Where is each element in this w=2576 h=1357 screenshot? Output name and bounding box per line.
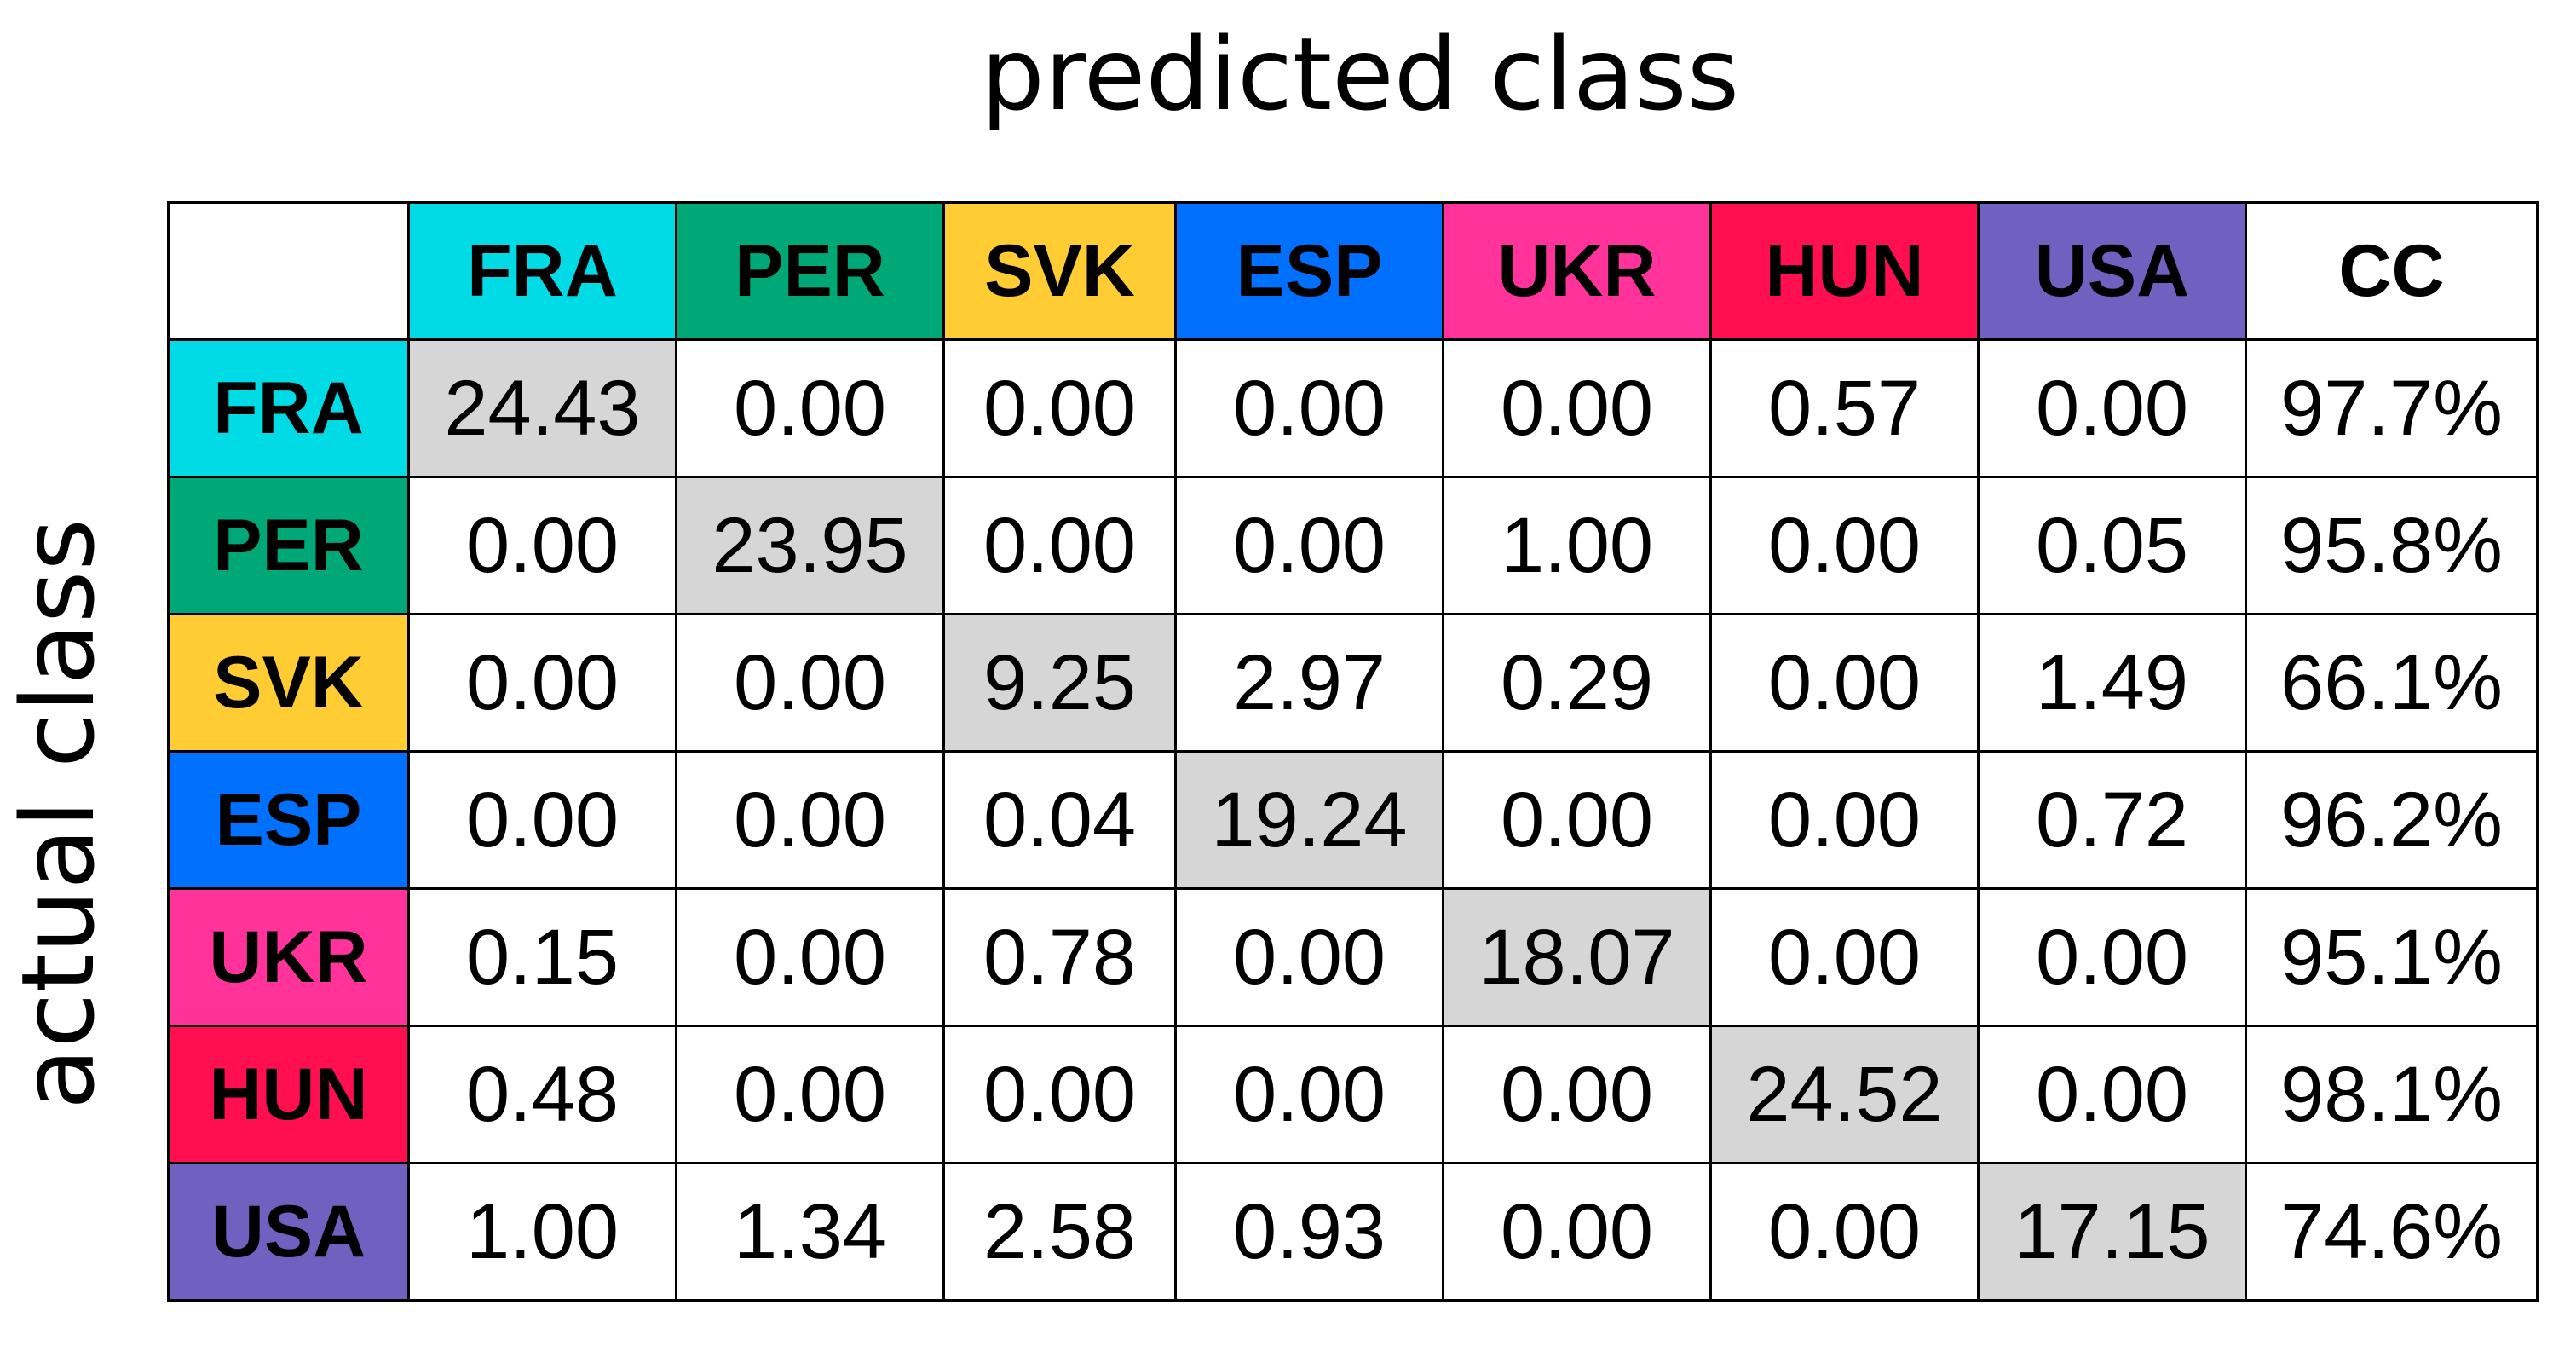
matrix-cell-fra-per: 0.00 xyxy=(675,338,945,478)
matrix-cell-per-svk: 0.00 xyxy=(942,476,1177,615)
matrix-cell-usa-usa: 17.15 xyxy=(1977,1162,2247,1302)
row-header-svk: SVK xyxy=(167,613,410,753)
cc-cell-hun: 98.1% xyxy=(2245,1025,2539,1164)
matrix-cell-hun-ukr: 0.00 xyxy=(1442,1025,1712,1164)
cc-cell-fra: 97.7% xyxy=(2245,338,2539,478)
matrix-cell-fra-usa: 0.00 xyxy=(1977,338,2247,478)
matrix-body: FRA PER SVK ESP UKR HUN USA CC FRA 24.43 0.00 0.00 0… xyxy=(167,201,2539,1302)
matrix-cell-per-esp: 0.00 xyxy=(1174,476,1444,615)
matrix-cell-ukr-usa: 0.00 xyxy=(1977,887,2247,1027)
matrix-cell-usa-ukr: 0.00 xyxy=(1442,1162,1712,1302)
column-header-usa: USA xyxy=(1977,201,2247,341)
matrix-cell-esp-per: 0.00 xyxy=(675,750,945,890)
matrix-cell-usa-per: 1.34 xyxy=(675,1162,945,1302)
matrix-cell-per-ukr: 1.00 xyxy=(1442,476,1712,615)
matrix-cell-usa-esp: 0.93 xyxy=(1174,1162,1444,1302)
matrix-cell-per-usa: 0.05 xyxy=(1977,476,2247,615)
matrix-cell-fra-ukr: 0.00 xyxy=(1442,338,1712,478)
matrix-cell-svk-fra: 0.00 xyxy=(407,613,677,753)
matrix-cell-fra-hun: 0.57 xyxy=(1709,338,1980,478)
column-header-cc: CC xyxy=(2245,201,2539,341)
matrix-cell-per-per: 23.95 xyxy=(675,476,945,615)
matrix-cell-esp-svk: 0.04 xyxy=(942,750,1177,890)
matrix-cell-esp-usa: 0.72 xyxy=(1977,750,2247,890)
matrix-cell-usa-fra: 1.00 xyxy=(407,1162,677,1302)
matrix-cell-svk-hun: 0.00 xyxy=(1709,613,1980,753)
table-row: UKR 0.15 0.00 0.78 0.00 18.07 0.00 0.00 95.1% xyxy=(167,887,2539,1027)
matrix-cell-ukr-esp: 0.00 xyxy=(1174,887,1444,1027)
cc-cell-per: 95.8% xyxy=(2245,476,2539,615)
matrix-cell-svk-svk: 9.25 xyxy=(942,613,1177,753)
column-header-svk: SVK xyxy=(942,201,1177,341)
matrix-cell-hun-per: 0.00 xyxy=(675,1025,945,1164)
matrix-cell-hun-esp: 0.00 xyxy=(1174,1025,1444,1164)
matrix-cell-hun-usa: 0.00 xyxy=(1977,1025,2247,1164)
matrix-cell-esp-hun: 0.00 xyxy=(1709,750,1980,890)
row-header-fra: FRA xyxy=(167,338,410,478)
matrix-cell-svk-per: 0.00 xyxy=(675,613,945,753)
matrix-cell-ukr-hun: 0.00 xyxy=(1709,887,1980,1027)
row-header-per: PER xyxy=(167,476,410,615)
matrix-cell-fra-fra: 24.43 xyxy=(407,338,677,478)
column-header-per: PER xyxy=(675,201,945,341)
cc-cell-usa: 74.6% xyxy=(2245,1162,2539,1302)
row-header-hun: HUN xyxy=(167,1025,410,1164)
matrix-cell-usa-svk: 2.58 xyxy=(942,1162,1177,1302)
column-header-esp: ESP xyxy=(1174,201,1444,341)
matrix-cell-svk-usa: 1.49 xyxy=(1977,613,2247,753)
x-axis-title: predicted class xyxy=(980,15,1740,133)
row-header-ukr: UKR xyxy=(167,887,410,1027)
matrix-cell-usa-hun: 0.00 xyxy=(1709,1162,1980,1302)
table-row: USA 1.00 1.34 2.58 0.93 0.00 0.00 17.15 74.6% xyxy=(167,1162,2539,1302)
cc-cell-svk: 66.1% xyxy=(2245,613,2539,753)
matrix-cell-ukr-ukr: 18.07 xyxy=(1442,887,1712,1027)
table-row: FRA 24.43 0.00 0.00 0.00 0.00 0.57 0.00 97.7% xyxy=(167,338,2539,478)
matrix-cell-per-fra: 0.00 xyxy=(407,476,677,615)
row-header-usa: USA xyxy=(167,1162,410,1302)
header-row: FRA PER SVK ESP UKR HUN USA CC xyxy=(167,201,2539,341)
matrix-cell-per-hun: 0.00 xyxy=(1709,476,1980,615)
y-axis-title: actual class xyxy=(0,518,117,1110)
row-header-esp: ESP xyxy=(167,750,410,890)
table-row: SVK 0.00 0.00 9.25 2.97 0.29 0.00 1.49 66.1% xyxy=(167,613,2539,753)
matrix-cell-esp-esp: 19.24 xyxy=(1174,750,1444,890)
cc-cell-esp: 96.2% xyxy=(2245,750,2539,890)
table-row: PER 0.00 23.95 0.00 0.00 1.00 0.00 0.05 95.8% xyxy=(167,476,2539,615)
matrix-cell-esp-ukr: 0.00 xyxy=(1442,750,1712,890)
matrix-cell-svk-esp: 2.97 xyxy=(1174,613,1444,753)
corner-cell xyxy=(167,201,410,341)
matrix-cell-ukr-per: 0.00 xyxy=(675,887,945,1027)
matrix-cell-fra-svk: 0.00 xyxy=(942,338,1177,478)
matrix-cell-hun-hun: 24.52 xyxy=(1709,1025,1980,1164)
matrix-cell-svk-ukr: 0.29 xyxy=(1442,613,1712,753)
confusion-matrix-table: FRA PER SVK ESP UKR HUN USA CC FRA 24.43 0.00 0.00 0… xyxy=(167,201,2539,1302)
cc-cell-ukr: 95.1% xyxy=(2245,887,2539,1027)
table-row: HUN 0.48 0.00 0.00 0.00 0.00 24.52 0.00 98.1% xyxy=(167,1025,2539,1164)
column-header-hun: HUN xyxy=(1709,201,1980,341)
matrix-cell-hun-svk: 0.00 xyxy=(942,1025,1177,1164)
matrix-cell-esp-fra: 0.00 xyxy=(407,750,677,890)
column-header-ukr: UKR xyxy=(1442,201,1712,341)
matrix-cell-hun-fra: 0.48 xyxy=(407,1025,677,1164)
table-row: ESP 0.00 0.00 0.04 19.24 0.00 0.00 0.72 96.2% xyxy=(167,750,2539,890)
matrix-cell-ukr-svk: 0.78 xyxy=(942,887,1177,1027)
matrix-cell-ukr-fra: 0.15 xyxy=(407,887,677,1027)
column-header-fra: FRA xyxy=(407,201,677,341)
matrix-cell-fra-esp: 0.00 xyxy=(1174,338,1444,478)
